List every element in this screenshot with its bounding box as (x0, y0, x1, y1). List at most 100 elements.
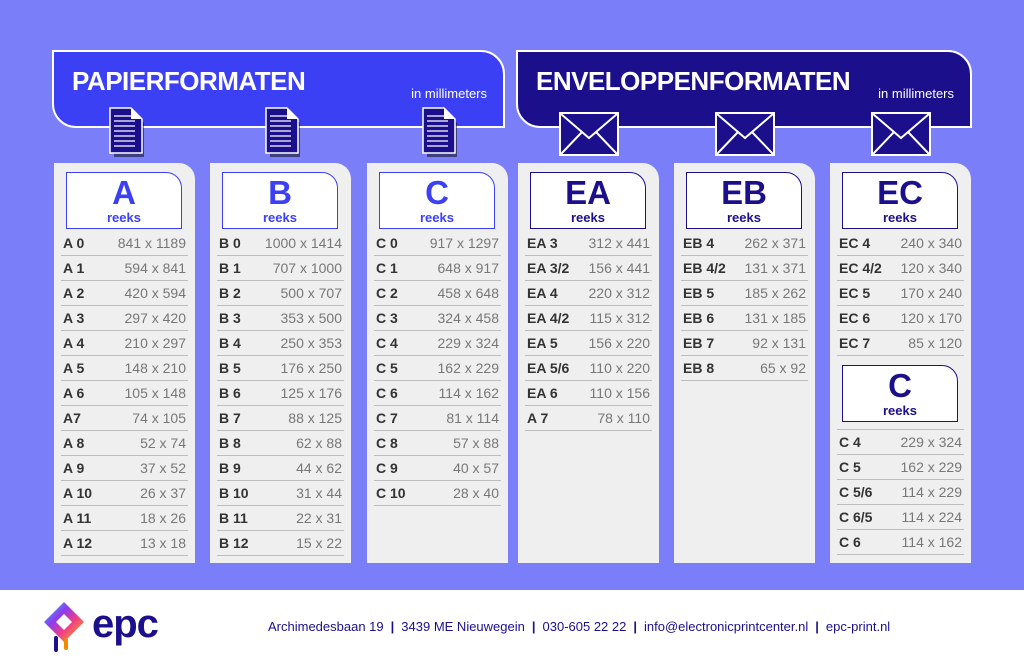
epc-logo-text: epc (92, 602, 159, 646)
format-row: A 10 26 x 37 (61, 481, 188, 506)
format-row: EA 3 312 x 441 (525, 231, 652, 256)
format-row: C 1 648 x 917 (374, 256, 501, 281)
format-size: 707 x 1000 (272, 260, 342, 276)
format-size: 26 x 37 (140, 485, 186, 501)
format-size: 841 x 1189 (117, 235, 186, 251)
format-size: 40 x 57 (453, 460, 499, 476)
series-letter: EC (877, 174, 923, 211)
format-row: C 10 28 x 40 (374, 481, 501, 506)
format-row: C 0 917 x 1297 (374, 231, 501, 256)
format-name: A7 (63, 410, 81, 426)
format-row: A 2 420 x 594 (61, 281, 188, 306)
format-row: B 1 707 x 1000 (217, 256, 344, 281)
format-name: EC 6 (839, 310, 871, 326)
format-row: EB 5 185 x 262 (681, 281, 808, 306)
format-size: 37 x 52 (140, 460, 186, 476)
series-label: reeks (727, 210, 761, 225)
separator: | (815, 619, 819, 634)
series-letter: C (425, 174, 449, 211)
format-name: C 5 (839, 459, 861, 475)
format-size: 18 x 26 (140, 510, 186, 526)
format-size: 110 x 156 (589, 385, 650, 401)
format-size: 92 x 131 (752, 335, 806, 351)
email-link[interactable]: info@electronicprintcenter.nl (644, 619, 809, 634)
format-row: C 7 81 x 114 (374, 406, 501, 431)
format-size: 458 x 648 (437, 285, 500, 301)
format-size: 420 x 594 (124, 285, 187, 301)
format-size: 85 x 120 (908, 335, 962, 351)
format-name: A 12 (63, 535, 93, 551)
format-name: EC 5 (839, 285, 871, 301)
format-size: 162 x 229 (437, 360, 500, 376)
format-row: A 12 13 x 18 (61, 531, 188, 556)
series-label: reeks (107, 210, 141, 225)
format-name: C 4 (376, 335, 398, 351)
format-name: B 11 (219, 510, 248, 526)
series-letter: C (888, 367, 912, 404)
format-name: EC 4/2 (839, 260, 882, 276)
envelope-icon (715, 112, 775, 156)
format-size: 229 x 324 (437, 335, 500, 351)
format-size: 28 x 40 (453, 485, 499, 501)
format-size: 131 x 371 (744, 260, 807, 276)
format-size: 78 x 110 (597, 410, 650, 426)
format-name: A 2 (63, 285, 85, 301)
format-name: C 4 (839, 434, 861, 450)
format-name: B 7 (219, 410, 241, 426)
series-label: reeks (883, 403, 917, 418)
format-name: B 6 (219, 385, 241, 401)
format-size: 88 x 125 (288, 410, 342, 426)
document-icon (422, 107, 457, 157)
format-name: A 3 (63, 310, 85, 326)
format-name: EA 4/2 (527, 310, 570, 326)
format-name: EB 7 (683, 335, 715, 351)
format-size: 120 x 340 (900, 260, 963, 276)
format-name: C 6 (839, 534, 861, 550)
format-size: 31 x 44 (296, 485, 342, 501)
format-row: EA 4 220 x 312 (525, 281, 652, 306)
format-size: 65 x 92 (760, 360, 806, 376)
format-name: EC 4 (839, 235, 871, 251)
format-row: C 3 324 x 458 (374, 306, 501, 331)
format-name: C 8 (376, 435, 398, 451)
format-row: C 6/5 114 x 224 (837, 505, 964, 530)
format-name: C 10 (376, 485, 406, 501)
phone: 030-605 22 22 (542, 619, 627, 634)
series-letter: A (112, 174, 136, 211)
format-name: B 2 (219, 285, 241, 301)
envelope-icon (871, 112, 931, 156)
format-size: 156 x 441 (588, 260, 651, 276)
series-label: reeks (263, 210, 297, 225)
website-link[interactable]: epc-print.nl (825, 619, 891, 634)
format-row: C 6 114 x 162 (374, 381, 501, 406)
format-row: A 1 594 x 841 (61, 256, 188, 281)
format-name: C 0 (376, 235, 398, 251)
separator: | (633, 619, 637, 634)
series-letter: EB (721, 174, 767, 211)
format-size: 105 x 148 (124, 385, 187, 401)
format-size: 120 x 170 (900, 310, 963, 326)
format-size: 52 x 74 (140, 435, 186, 451)
format-name: B 5 (219, 360, 241, 376)
format-row: C 2 458 x 648 (374, 281, 501, 306)
format-name: C 6 (376, 385, 398, 401)
format-name: C 5/6 (839, 484, 873, 500)
format-row: B 4 250 x 353 (217, 331, 344, 356)
format-row: EC 6 120 x 170 (837, 306, 964, 331)
format-size: 648 x 917 (437, 260, 500, 276)
format-size: 74 x 105 (132, 410, 186, 426)
address: Archimedesbaan 19 (268, 619, 384, 634)
format-name: B 9 (219, 460, 241, 476)
format-name: EB 4 (683, 235, 715, 251)
format-name: EC 7 (839, 335, 871, 351)
format-row: A 6 105 x 148 (61, 381, 188, 406)
series-eb-column: EB reeks EB 4 262 x 371 EB 4/2 131 x 371 EB 5… (674, 163, 815, 563)
format-size: 500 x 707 (280, 285, 343, 301)
series-label: reeks (883, 210, 917, 225)
format-row: B 10 31 x 44 (217, 481, 344, 506)
format-row: A 5 148 x 210 (61, 356, 188, 381)
format-row: C 8 57 x 88 (374, 431, 501, 456)
